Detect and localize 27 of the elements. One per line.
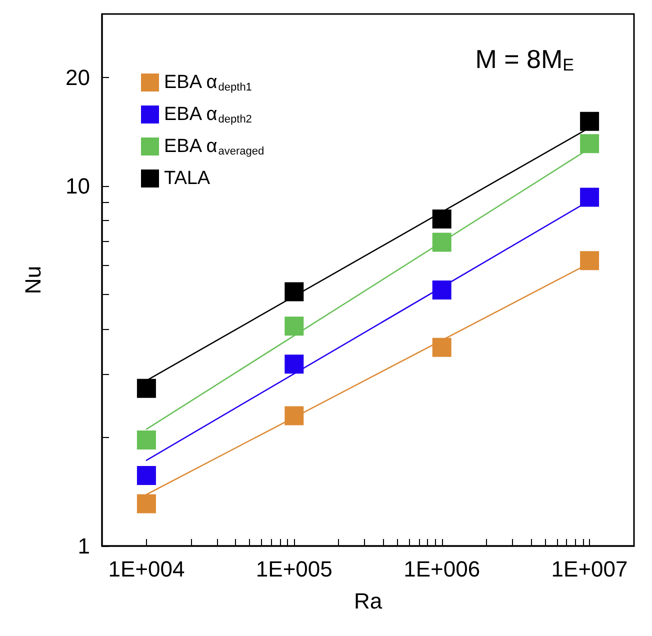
point (284, 316, 304, 336)
annotation: M = 8ME (475, 44, 574, 74)
point (284, 354, 304, 374)
point (580, 251, 600, 270)
y-axis-title: Nu (20, 266, 46, 294)
x-tick-label: 1E+005 (256, 556, 332, 582)
point (284, 406, 304, 426)
point (136, 378, 156, 398)
x-tick-label: 1E+007 (551, 556, 628, 582)
point (136, 430, 156, 450)
legend-label: TALA (164, 168, 210, 189)
point (432, 338, 452, 357)
x-tick-label: 1E+006 (404, 556, 480, 582)
point (284, 282, 304, 302)
point (580, 112, 600, 131)
y-tick-label: 1 (78, 534, 90, 558)
point (136, 466, 156, 485)
point (432, 232, 452, 252)
point (432, 280, 452, 300)
point (432, 209, 452, 228)
point (580, 134, 600, 154)
x-tick-label: 1E+004 (108, 556, 185, 582)
y-tick-label: 20 (66, 64, 90, 90)
y-tick-label: 10 (66, 173, 90, 198)
point (580, 188, 600, 207)
point (136, 494, 156, 514)
x-axis-title: Ra (354, 588, 383, 614)
